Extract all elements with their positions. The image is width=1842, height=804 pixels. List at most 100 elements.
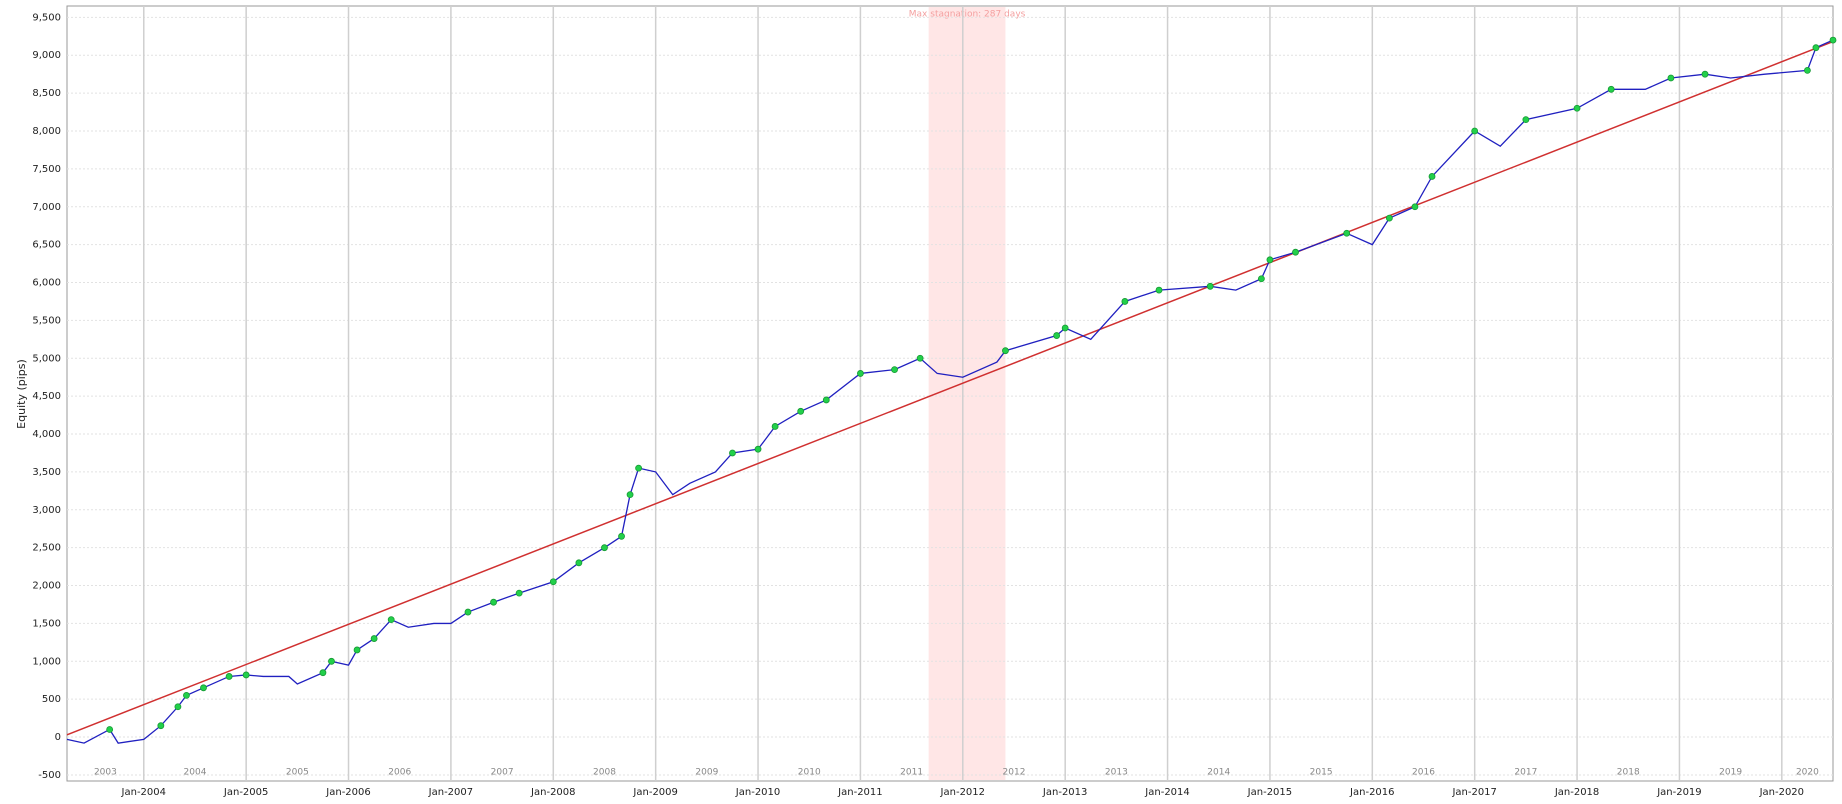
new-high-marker (464, 608, 472, 616)
x-tick-label: Jan-2019 (1656, 787, 1701, 798)
new-high-marker (1411, 203, 1419, 211)
x-tick-label: Jan-2010 (735, 787, 780, 798)
new-high-marker (387, 616, 395, 624)
x-tick-label: Jan-2012 (940, 787, 985, 798)
y-tick-label: 9,000 (32, 50, 61, 61)
new-high-marker (916, 354, 924, 362)
new-high-marker (635, 464, 643, 472)
new-high-marker (353, 646, 361, 654)
year-label: 2003 (94, 768, 117, 778)
y-tick-label: 8,000 (32, 126, 61, 137)
new-high-marker (1343, 229, 1351, 237)
new-high-marker (626, 491, 634, 499)
y-axis-label: Equity (pips) (15, 359, 28, 429)
year-label: 2018 (1617, 768, 1640, 778)
year-label: 2013 (1105, 768, 1128, 778)
new-high-marker (857, 370, 864, 377)
x-tick-label: Jan-2015 (1247, 787, 1292, 798)
new-high-marker (1206, 282, 1214, 290)
new-high-marker (575, 559, 583, 567)
x-tick-label: Jan-2006 (325, 787, 370, 798)
new-high-marker (157, 722, 165, 730)
year-label: 2010 (798, 768, 821, 778)
y-tick-label: 1,000 (32, 656, 61, 667)
new-high-marker (1053, 332, 1061, 339)
new-high-marker (729, 449, 736, 457)
x-tick-label: Jan-2014 (1144, 787, 1189, 798)
new-high-marker (370, 635, 378, 642)
stagnation-band (928, 7, 1006, 780)
new-high-marker (1002, 347, 1009, 355)
y-tick-label: 6,000 (32, 278, 61, 289)
new-high-marker (1829, 36, 1837, 44)
year-label: 2012 (1003, 768, 1026, 778)
new-high-marker (1812, 44, 1820, 52)
equity-line (66, 39, 1834, 744)
new-high-marker (1428, 173, 1436, 180)
year-label: 2016 (1412, 768, 1435, 778)
y-tick-label: 4,000 (32, 429, 61, 440)
new-high-marker (1257, 275, 1265, 283)
new-high-marker (754, 445, 762, 453)
new-high-marker (242, 671, 250, 679)
new-high-marker (1667, 74, 1675, 82)
new-high-marker (174, 703, 182, 711)
new-high-marker (891, 366, 898, 374)
year-label: 2017 (1514, 768, 1537, 778)
new-high-marker (1121, 298, 1129, 305)
y-tick-label: 5,000 (32, 353, 61, 364)
year-label: 2006 (388, 768, 411, 778)
y-tick-label: 5,500 (32, 315, 61, 326)
new-high-marker (1292, 248, 1299, 256)
y-tick-label: 0 (55, 732, 61, 743)
year-label: 2007 (491, 768, 514, 778)
year-label: 2019 (1719, 768, 1742, 778)
x-tick-label: Jan-2004 (121, 787, 166, 798)
x-tick-label: Jan-2005 (223, 787, 268, 798)
new-high-marker (183, 691, 190, 699)
new-high-marker (1522, 116, 1530, 124)
year-label: 2011 (900, 768, 923, 778)
stagnation-label: Max stagnation: 287 days (909, 10, 1026, 20)
year-label: 2015 (1310, 768, 1333, 778)
x-tick-label: Jan-2020 (1759, 787, 1804, 798)
new-high-marker (1804, 66, 1811, 74)
y-tick-label: 6,500 (32, 240, 61, 251)
year-label: 2020 (1796, 768, 1819, 778)
year-label: 2009 (695, 768, 718, 778)
y-tick-label: 3,500 (32, 467, 61, 478)
year-label: 2005 (286, 768, 309, 778)
x-tick-label: Jan-2009 (632, 787, 677, 798)
y-tick-label: 3,000 (32, 505, 61, 516)
y-tick-label: 2,000 (32, 581, 61, 592)
x-tick-label: Jan-2013 (1042, 787, 1087, 798)
new-high-marker (1155, 286, 1163, 294)
new-high-marker (797, 407, 805, 415)
new-high-marker (200, 684, 207, 692)
y-tick-label: 2,500 (32, 543, 61, 554)
y-tick-label: 7,000 (32, 202, 61, 213)
new-high-marker (549, 578, 557, 586)
new-high-marker (515, 589, 523, 597)
y-tick-label: 7,500 (32, 164, 61, 175)
y-tick-label: 4,500 (32, 391, 61, 402)
new-high-marker (490, 598, 497, 606)
x-tick-label: Jan-2011 (837, 787, 882, 798)
trend-line (66, 40, 1834, 736)
new-high-marker (225, 673, 233, 680)
new-high-marker (601, 544, 608, 552)
x-tick-label: Jan-2008 (530, 787, 575, 798)
new-high-marker (1701, 70, 1709, 78)
y-tick-label: 8,500 (32, 88, 61, 99)
x-tick-label: Jan-2018 (1554, 787, 1599, 798)
new-high-marker (618, 532, 625, 540)
new-high-marker (1385, 214, 1393, 222)
new-high-marker (1061, 324, 1069, 332)
new-high-marker (106, 726, 114, 733)
new-high-marker (1607, 85, 1615, 93)
new-high-marker (328, 657, 335, 665)
year-label: 2008 (593, 768, 616, 778)
new-high-marker (1573, 104, 1581, 112)
y-tick-label: 500 (42, 694, 61, 705)
